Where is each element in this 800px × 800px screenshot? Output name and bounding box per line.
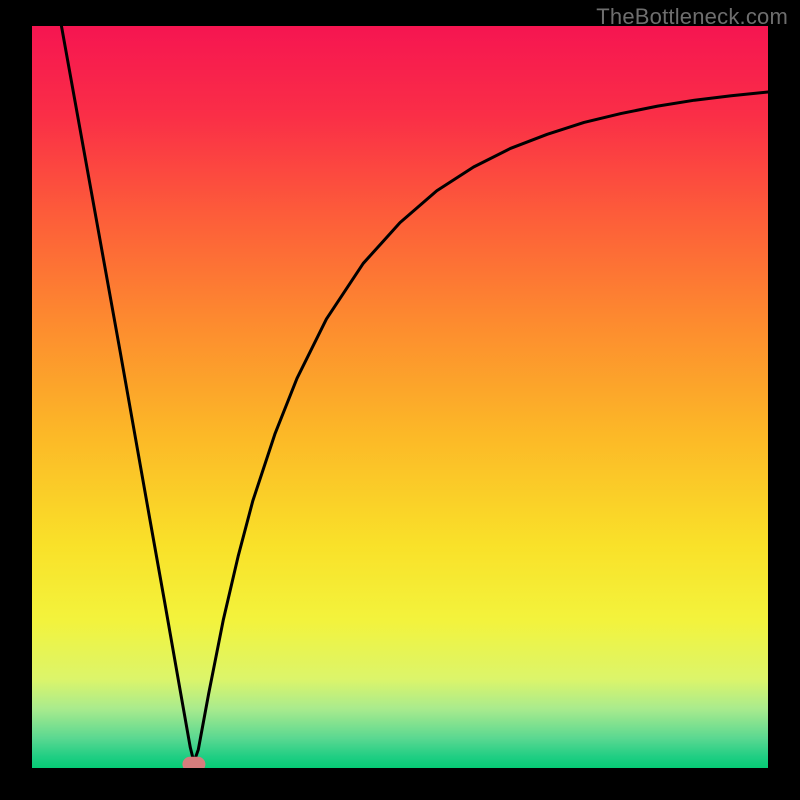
gradient-background xyxy=(32,26,768,768)
bottleneck-chart xyxy=(0,0,800,800)
watermark-text: TheBottleneck.com xyxy=(596,4,788,30)
plot-area xyxy=(32,26,768,771)
chart-container: TheBottleneck.com xyxy=(0,0,800,800)
